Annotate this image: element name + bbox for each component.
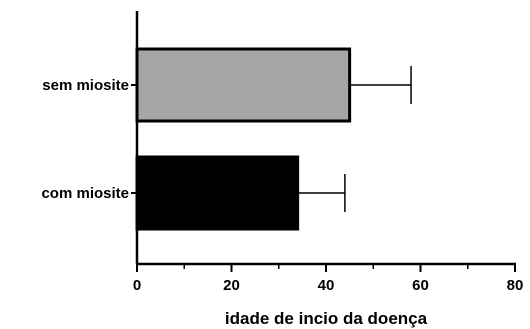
bar-com-miosite <box>135 155 300 231</box>
y-tick-label: com miosite <box>41 185 129 202</box>
x-tick-label: 40 <box>318 277 335 294</box>
x-tick-label: 20 <box>223 277 240 294</box>
x-tick-label: 80 <box>507 277 524 294</box>
x-tick-label: 0 <box>133 277 141 294</box>
y-tick-label: sem miosite <box>42 77 129 94</box>
bar-sem-miosite <box>135 47 352 123</box>
axes-layer: sem miosite com miosite 0 20 40 60 80 <box>41 11 523 294</box>
x-tick-label: 60 <box>412 277 429 294</box>
bars-layer <box>135 47 412 231</box>
x-axis-title: idade de incio da doença <box>225 309 428 328</box>
